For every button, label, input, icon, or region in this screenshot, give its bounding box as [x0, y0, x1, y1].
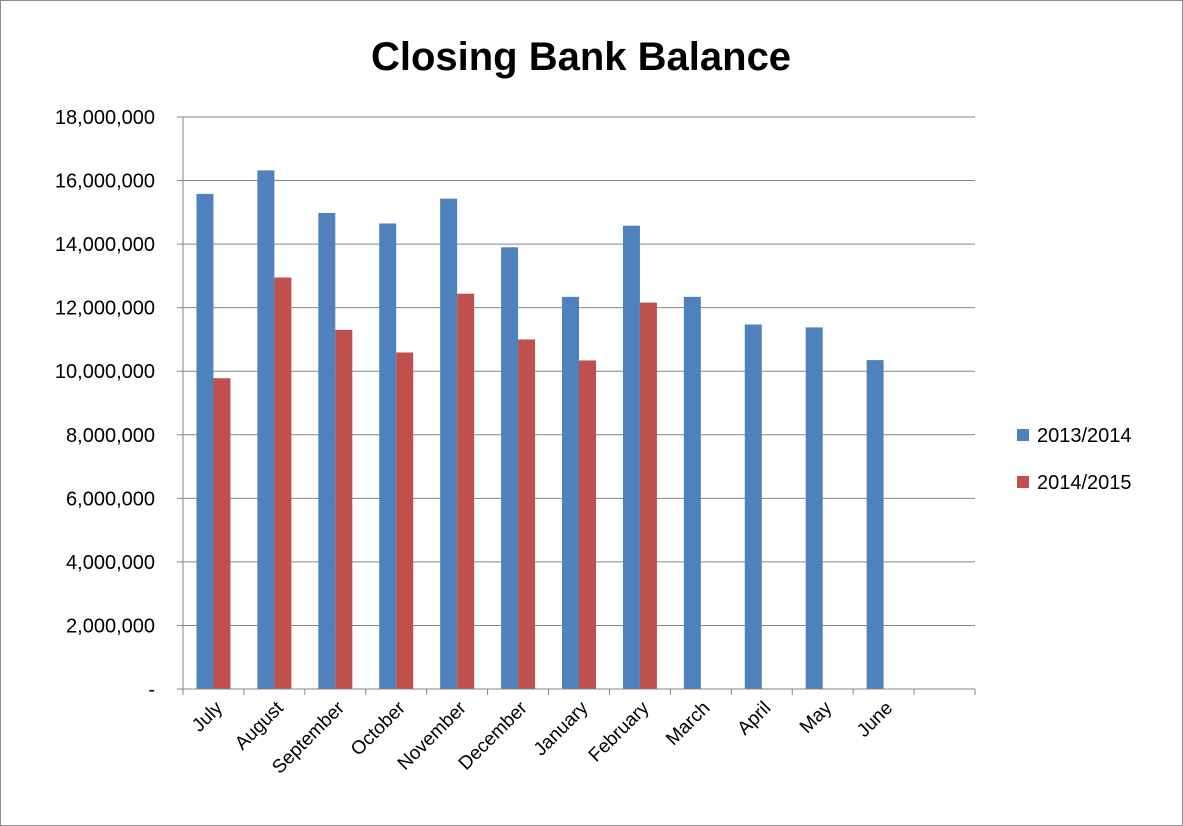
x-tick-label: January	[530, 697, 593, 760]
y-tick-label: 12,000,000	[55, 298, 155, 320]
chart-title: Closing Bank Balance	[371, 35, 791, 79]
bar-series1-november	[440, 198, 458, 689]
bar-series2-january	[579, 360, 596, 689]
bar-series2-february	[639, 302, 657, 689]
x-tick-label: February	[585, 697, 654, 766]
y-tick-label: 14,000,000	[55, 234, 155, 256]
x-tick-label: March	[662, 698, 714, 750]
legend: 2013/2014 2014/2015	[1017, 425, 1132, 494]
y-tick-label: 16,000,000	[55, 171, 155, 193]
y-axis-ticks: - 2,000,000 4,000,000 6,000,000 8,000,000 10,…	[55, 107, 183, 701]
legend-swatch	[1017, 429, 1029, 441]
x-axis-ticks: July AugustSeptemberOctoberNovemberDecemb…	[188, 697, 897, 778]
bar-series2-november	[457, 293, 475, 689]
bar-series1-may	[805, 327, 823, 689]
y-tick-label: 8,000,000	[66, 425, 155, 447]
legend-label: 2014/2015	[1037, 472, 1132, 494]
x-tick-label: July	[188, 697, 227, 736]
bar-series2-december	[518, 339, 536, 689]
x-tick-label: August	[231, 697, 288, 754]
bar-series1-december	[501, 247, 519, 690]
bar-series2-august	[274, 277, 292, 689]
bar-series1-july	[196, 193, 214, 689]
y-tick-label: 10,000,000	[55, 361, 155, 383]
x-tick-label: April	[734, 698, 776, 740]
bar-series2-september	[335, 329, 353, 689]
bar-series1-august	[257, 170, 275, 690]
y-tick-label: 2,000,000	[66, 615, 155, 637]
bar-series1-september	[318, 212, 336, 690]
x-tick-label: October	[347, 697, 410, 760]
bar-series1-march	[683, 296, 701, 689]
legend-label: 2013/2014	[1037, 425, 1132, 447]
legend-swatch	[1017, 476, 1029, 488]
bar-series1-june	[866, 360, 884, 689]
bar-series1-january	[562, 296, 579, 689]
bar-series1-february	[622, 225, 640, 689]
y-tick-label: 18,000,000	[55, 107, 155, 129]
bar-series2-july	[213, 378, 231, 689]
y-tick-label: 4,000,000	[66, 552, 155, 574]
axes	[182, 117, 976, 695]
y-tick-label: -	[148, 679, 155, 701]
y-tick-label: 6,000,000	[66, 488, 155, 510]
bars	[196, 170, 884, 690]
bar-series2-october	[396, 352, 414, 689]
bar-series1-april	[744, 324, 762, 689]
bar-series1-october	[379, 223, 397, 689]
x-tick-label: June	[853, 698, 897, 742]
x-tick-label: May	[796, 697, 837, 738]
